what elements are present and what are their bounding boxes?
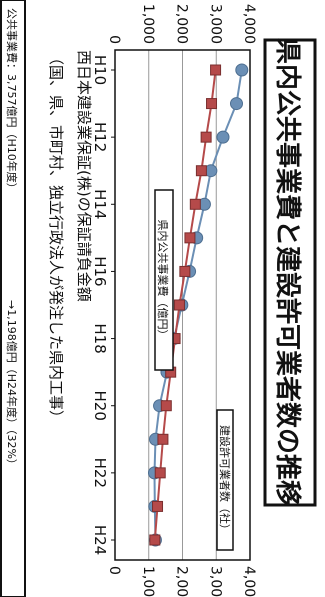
source-line-2: （国、県、市町村、独立行政法人が発注した県内工事） (47, 50, 65, 425)
footer-right: →1,198億円（H24年度）（32%） (5, 300, 19, 470)
series-point-1 (160, 400, 172, 412)
series-point-1 (195, 165, 207, 177)
source-line-1: 西日本建設業保証(株)の保証請負金額 (75, 50, 93, 302)
series-label-box-1 (216, 409, 234, 551)
series-point-1 (189, 198, 201, 210)
x-tick-label: H16 (91, 256, 109, 286)
right-axis-tick: 1,000 (140, 566, 156, 597)
x-tick-label: H22 (91, 458, 109, 488)
series-label-0: 県内公共事業費（億円） (156, 220, 170, 341)
series-point-1 (206, 98, 218, 110)
left-axis-tick: 4,000 (241, 4, 257, 44)
right-axis-tick: 0 (106, 566, 122, 575)
right-axis-tick: 2,000 (174, 566, 190, 597)
series-point-1 (200, 131, 212, 143)
series-point-1 (149, 534, 161, 546)
footer-left: 公共事業費：3,757億円（H10年度） (5, 8, 19, 194)
series-label-1: 建設許可業者数（社） (218, 425, 232, 535)
plot-frame (114, 49, 251, 561)
series-point-0 (230, 97, 243, 111)
right-axis-tick: 3,000 (207, 566, 223, 597)
series-point-1 (179, 265, 191, 277)
x-tick-label: H14 (91, 189, 109, 219)
chart-title: 県内公共事業費と建設許可業者数の推移 (272, 38, 303, 506)
series-point-1 (210, 64, 222, 76)
series-point-0 (216, 130, 230, 144)
footer-box (0, 0, 26, 597)
left-axis-tick: 0 (106, 35, 122, 44)
left-axis-tick: 2,000 (174, 4, 190, 44)
series-point-1 (157, 433, 169, 445)
left-axis-tick: 3,000 (207, 4, 223, 44)
right-axis-tick: 4,000 (241, 566, 257, 597)
left-axis-tick: 1,000 (140, 4, 156, 44)
series-point-0 (235, 63, 249, 77)
x-tick-label: H24 (91, 525, 109, 555)
x-tick-label: H20 (91, 391, 109, 421)
series-point-1 (152, 500, 164, 512)
series-point-1 (173, 299, 185, 311)
x-tick-label: H18 (91, 323, 109, 353)
x-tick-label: H10 (91, 55, 109, 85)
marks: 県内公共事業費（億円） 建設許可業者数（社） (147, 63, 249, 551)
x-tick-label: H12 (91, 122, 109, 152)
series-point-1 (154, 467, 166, 479)
title-box (263, 38, 317, 507)
series-point-1 (184, 232, 196, 244)
series-label-box-0 (154, 189, 174, 371)
